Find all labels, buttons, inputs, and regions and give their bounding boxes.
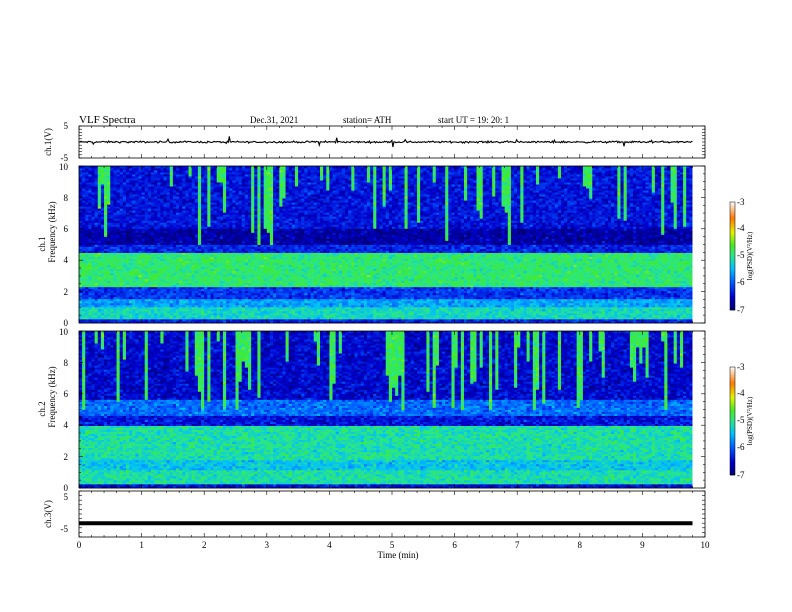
figure-title: VLF Spectra: [79, 114, 136, 126]
ch1-waveform-panel: 5 -5 ch.1(V): [43, 121, 705, 163]
start-time-label: start UT = 19: 20: 1: [438, 115, 509, 125]
ch1-ytick-top: 5: [64, 121, 69, 131]
date-label: Dec.31, 2021: [250, 115, 298, 125]
ch1-spectrogram-heatmap: [79, 166, 705, 323]
ch1-spectrogram-panel: 0 2 4 6 8 10 ch.1 Frequency (kHz) -3 -4 …: [37, 162, 754, 328]
ch1-waveform-trace: [79, 136, 693, 147]
ch1-waveform-ylabel: ch.1(V): [43, 128, 53, 156]
station-label: station= ATH: [343, 115, 392, 125]
